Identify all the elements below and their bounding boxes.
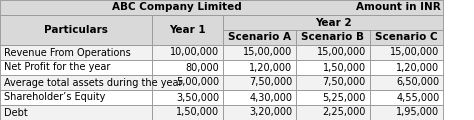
Bar [223, 60, 296, 75]
Bar [296, 105, 370, 120]
Bar [223, 75, 296, 90]
Text: Amount in INR: Amount in INR [356, 3, 441, 12]
Bar [0, 15, 152, 45]
Bar [152, 105, 223, 120]
Bar [223, 75, 296, 90]
Bar [223, 45, 296, 60]
Bar [152, 75, 223, 90]
Text: 15,00,000: 15,00,000 [243, 48, 292, 57]
Text: 80,000: 80,000 [185, 63, 219, 72]
Bar [0, 90, 152, 105]
Bar [0, 45, 152, 60]
Bar [0, 105, 152, 120]
Bar [152, 15, 223, 45]
Text: 10,00,000: 10,00,000 [170, 48, 219, 57]
Bar [0, 75, 152, 90]
Bar [223, 15, 443, 30]
Bar [296, 60, 370, 75]
Text: Scenario A: Scenario A [228, 33, 291, 42]
Bar [296, 105, 370, 120]
Text: 15,00,000: 15,00,000 [390, 48, 439, 57]
Text: Average total assets during the year: Average total assets during the year [4, 78, 182, 87]
Bar [370, 105, 443, 120]
Bar [152, 15, 223, 45]
Text: Year 2: Year 2 [315, 18, 351, 27]
Bar [152, 45, 223, 60]
Bar [370, 75, 443, 90]
Bar [223, 105, 296, 120]
Bar [296, 75, 370, 90]
Bar [370, 30, 443, 45]
Bar [223, 30, 296, 45]
Bar [223, 30, 296, 45]
Text: 3,20,000: 3,20,000 [249, 108, 292, 117]
Bar [296, 30, 370, 45]
Bar [152, 90, 223, 105]
Bar [0, 75, 152, 90]
Bar [0, 45, 152, 60]
Text: 2,25,000: 2,25,000 [322, 108, 366, 117]
Bar [0, 60, 152, 75]
Bar [0, 90, 152, 105]
Bar [370, 75, 443, 90]
Bar [152, 60, 223, 75]
Bar [223, 45, 296, 60]
Text: Net Profit for the year: Net Profit for the year [4, 63, 110, 72]
Bar [223, 105, 296, 120]
Text: Scenario C: Scenario C [375, 33, 438, 42]
Bar [370, 90, 443, 105]
Text: Particulars: Particulars [44, 25, 108, 35]
Text: 7,50,000: 7,50,000 [249, 78, 292, 87]
Text: Revenue From Operations: Revenue From Operations [4, 48, 130, 57]
Text: ABC Company Limited: ABC Company Limited [112, 3, 242, 12]
Bar [152, 45, 223, 60]
Bar [370, 30, 443, 45]
Text: 1,95,000: 1,95,000 [396, 108, 439, 117]
Text: 5,00,000: 5,00,000 [176, 78, 219, 87]
Bar [0, 15, 152, 45]
Bar [223, 15, 443, 30]
Bar [370, 45, 443, 60]
Text: 1,20,000: 1,20,000 [396, 63, 439, 72]
Bar [152, 60, 223, 75]
Bar [152, 75, 223, 90]
Text: 4,55,000: 4,55,000 [396, 93, 439, 102]
Bar [296, 30, 370, 45]
Bar [0, 105, 152, 120]
Bar [296, 90, 370, 105]
Bar [152, 105, 223, 120]
Bar [296, 90, 370, 105]
Text: Shareholder’s Equity: Shareholder’s Equity [4, 93, 105, 102]
Bar [296, 75, 370, 90]
Text: 7,50,000: 7,50,000 [323, 78, 366, 87]
Text: 5,25,000: 5,25,000 [322, 93, 366, 102]
Text: Debt: Debt [4, 108, 27, 117]
Text: 1,50,000: 1,50,000 [323, 63, 366, 72]
Bar [0, 0, 443, 15]
Text: 15,00,000: 15,00,000 [317, 48, 366, 57]
Bar [370, 60, 443, 75]
Bar [223, 60, 296, 75]
Bar [223, 90, 296, 105]
Text: Year 1: Year 1 [169, 25, 206, 35]
Bar [370, 90, 443, 105]
Text: Scenario B: Scenario B [301, 33, 365, 42]
Bar [223, 90, 296, 105]
Bar [0, 60, 152, 75]
Text: 1,20,000: 1,20,000 [249, 63, 292, 72]
Bar [296, 60, 370, 75]
Bar [296, 45, 370, 60]
Bar [370, 45, 443, 60]
Bar [296, 45, 370, 60]
Bar [152, 90, 223, 105]
Bar [0, 0, 443, 15]
Bar [370, 105, 443, 120]
Text: 1,50,000: 1,50,000 [176, 108, 219, 117]
Text: 4,30,000: 4,30,000 [249, 93, 292, 102]
Bar [370, 60, 443, 75]
Text: 6,50,000: 6,50,000 [396, 78, 439, 87]
Text: 3,50,000: 3,50,000 [176, 93, 219, 102]
